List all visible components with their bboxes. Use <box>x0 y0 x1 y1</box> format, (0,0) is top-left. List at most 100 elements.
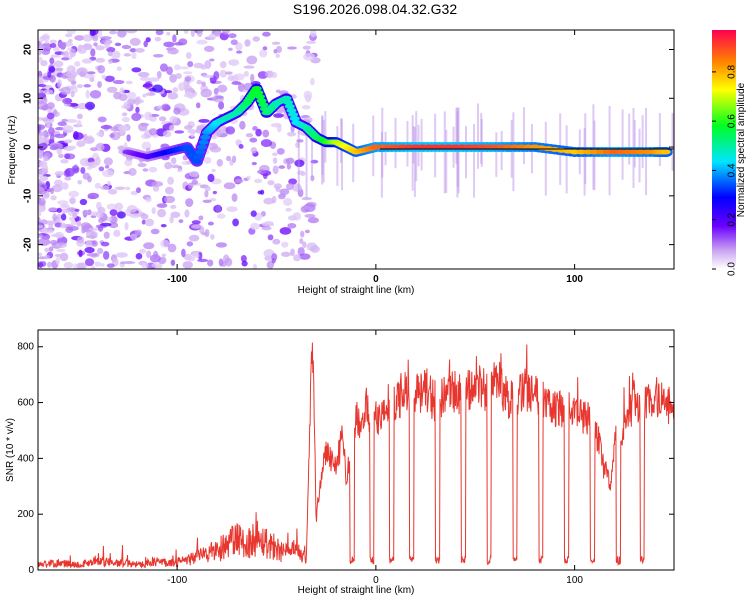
spectrogram-noise-blob <box>135 106 140 114</box>
spectrogram-noise-blob <box>158 116 167 122</box>
spectrogram-noise-blob <box>183 30 189 35</box>
spectrogram-ridge-layer <box>121 83 673 167</box>
spectrogram-noise-blob <box>46 112 55 120</box>
spectrogram-noise-blob <box>125 80 133 85</box>
spectrogram-noise-blob <box>50 195 57 201</box>
spectrogram-noise-blob <box>150 228 160 235</box>
spectrogram-noise-blob <box>91 240 98 247</box>
spectrogram-noise-blob <box>164 161 173 170</box>
spectrogram-noise-blob <box>240 254 247 263</box>
spectrogram-noise-blob <box>45 220 55 226</box>
spectrogram-noise-blob <box>73 263 78 269</box>
spectrogram-noise-blob <box>303 90 313 100</box>
spectrogram-noise-blob <box>149 254 161 263</box>
colorbar-tick-label: 0.0 <box>727 262 738 276</box>
spectrogram-noise-blob <box>184 209 190 218</box>
spectrogram-noise-blob <box>238 144 244 149</box>
spectrogram-noise-blob <box>38 151 44 160</box>
spectrogram-noise-blob <box>100 222 112 227</box>
spectrogram-noise-blob <box>104 75 115 82</box>
spectrogram-noise-blob <box>74 35 85 41</box>
spectrogram-noise-blob <box>201 81 206 87</box>
spectrogram-noise-blob <box>155 30 164 36</box>
spectrogram-noise-blob <box>106 263 115 268</box>
spectrogram-noise-blob <box>76 141 86 147</box>
spectrogram-noise-blob <box>272 165 279 175</box>
spectrogram-noise-blob <box>82 34 93 42</box>
spectrogram-noise-blob <box>97 64 106 74</box>
spectrogram-noise-blob <box>286 131 297 137</box>
spectrogram-noise-blob <box>60 203 70 209</box>
spectrogram-noise-blob <box>38 124 46 130</box>
spectrogram-noise-blob <box>56 147 63 155</box>
spectrogram-ylabel: Frequency (Hz) <box>7 116 18 185</box>
spectrogram-noise-blob <box>203 156 212 164</box>
spectrogram-noise-blob <box>234 178 244 184</box>
spectrogram-noise-blob <box>241 260 248 267</box>
spectrogram-noise-blob <box>174 130 185 134</box>
spectrogram-noise-blob <box>272 152 278 156</box>
spectrogram-frame <box>37 29 675 270</box>
spectrogram-noise-blob <box>204 186 211 192</box>
spectrogram-noise-blob <box>126 134 131 142</box>
spectrogram-noise-blob <box>108 222 119 229</box>
spectrogram-noise-blob <box>38 45 46 49</box>
spectrogram-noise-blob <box>271 41 281 45</box>
spectrogram-noise-blob <box>160 239 170 248</box>
spectrogram-noise-blob <box>243 65 255 69</box>
spectrogram-noise-blob <box>131 67 142 73</box>
spectrogram-noise-blob <box>116 252 128 258</box>
spectrogram-noise-blob <box>101 169 114 178</box>
spectrogram-noise-blob <box>142 168 149 172</box>
spectrogram-noise-blob <box>82 172 91 180</box>
spectrogram-noise-blob <box>149 128 158 136</box>
spectrogram-noise-blob <box>134 229 143 236</box>
spectrogram-noise-blob <box>299 253 311 260</box>
spectrogram-noise-blob <box>187 92 195 100</box>
spectrogram-noise-blob <box>56 248 66 253</box>
colorbar-label: Normalized spectral amplitude <box>736 82 747 217</box>
spectrogram-noise-blob <box>38 135 45 145</box>
spectrogram-noise-blob <box>252 263 258 269</box>
spectrogram-noise-blob <box>62 125 74 134</box>
spectrogram-noise-blob <box>76 120 82 128</box>
snr-ytick-label: 600 <box>17 398 34 409</box>
colorbar-tick-label: 0.6 <box>727 114 738 128</box>
spectrogram-noise-blob <box>218 101 225 110</box>
spectrogram-ridge-cell <box>283 99 294 105</box>
spectrogram-noise-blob <box>107 51 113 57</box>
spectrogram-noise-blob <box>119 87 125 95</box>
spectrogram-noise-blob <box>219 61 227 69</box>
page-title: S196.2026.098.04.32.G32 <box>292 1 458 17</box>
spectrogram-noise-blob <box>252 126 258 131</box>
spectrogram-noise-blob <box>276 45 283 54</box>
spectrogram-noise-blob <box>227 75 234 82</box>
spectrogram-noise-blob <box>204 228 210 238</box>
spectrogram-noise-blob <box>64 176 72 181</box>
spectrogram-noise-blob <box>166 66 173 75</box>
spectrogram-noise-blob <box>134 97 141 106</box>
spectrogram-noise-blob <box>56 207 62 213</box>
spectrogram-noise-blob <box>52 213 57 222</box>
spectrogram-noise-blob <box>130 233 138 241</box>
spectrogram-noise-blob <box>232 218 239 227</box>
spectrogram-noise-blob <box>261 221 271 227</box>
spectrogram-noise-blob <box>38 225 44 229</box>
spectrogram-noise-blob <box>231 81 242 85</box>
spectrogram-noise-blob <box>63 139 73 144</box>
spectrogram-noise-blob <box>67 38 73 43</box>
spectrogram-noise-blob <box>121 44 132 50</box>
spectrogram-noise-blob <box>185 52 192 60</box>
spectrogram-noise-blob <box>57 79 62 88</box>
spectrogram-noise-blob <box>188 170 200 178</box>
spectrogram-noise-blob <box>262 129 270 138</box>
spectrogram-noise-blob <box>250 73 255 83</box>
spectrogram-noise-blob <box>203 45 215 53</box>
spectrogram-noise-blob <box>60 86 72 95</box>
spectrogram-noise-blob <box>144 111 153 121</box>
spectrogram-noise-blob <box>310 245 320 253</box>
spectrogram-noise-blob <box>209 146 222 153</box>
spectrogram-noise-blob <box>163 195 176 204</box>
spectrogram-noise-blob <box>46 102 55 110</box>
spectrogram-noise-blob <box>143 242 155 250</box>
